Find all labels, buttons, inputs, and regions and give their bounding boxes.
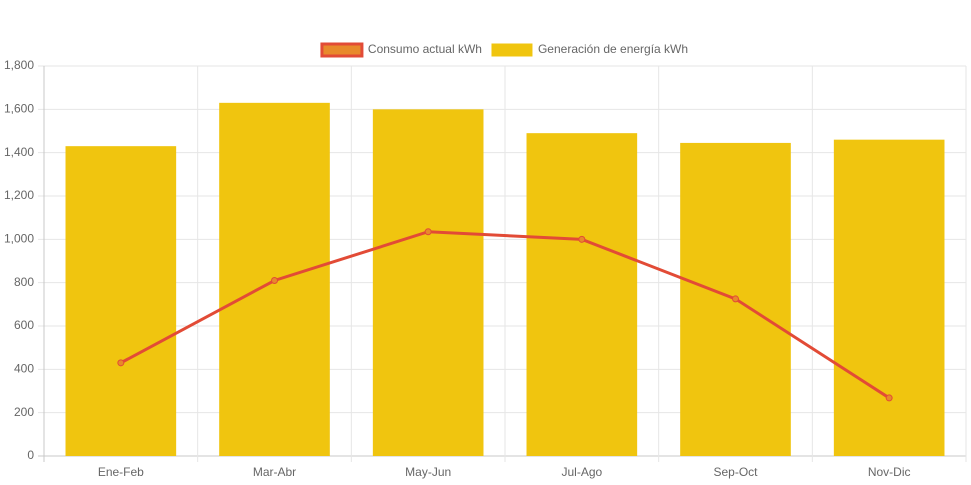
bar	[526, 133, 638, 456]
y-tick-label: 200	[14, 405, 34, 419]
y-tick-label: 400	[14, 362, 34, 376]
y-tick-label: 1,200	[4, 188, 34, 202]
x-tick-label: Mar-Abr	[253, 465, 296, 479]
point	[271, 277, 278, 284]
legend-swatch	[320, 42, 364, 58]
bar	[372, 109, 484, 456]
x-tick-label: May-Jun	[405, 465, 451, 479]
y-tick-label: 800	[14, 275, 34, 289]
x-tick-label: Ene-Feb	[98, 465, 144, 479]
y-tick-label: 600	[14, 318, 34, 332]
x-tick-label: Nov-Dic	[868, 465, 911, 479]
legend-label: Consumo actual kWh	[368, 42, 482, 56]
y-tick-label: 1,800	[4, 58, 34, 72]
x-tick-label: Sep-Oct	[713, 465, 758, 479]
legend-label: Generación de energía kWh	[538, 42, 688, 56]
line	[120, 230, 890, 400]
point	[117, 359, 125, 367]
point	[424, 228, 432, 236]
bar	[65, 146, 177, 456]
y-tick-label: 1,400	[4, 145, 34, 159]
y-tick-label: 0	[27, 448, 34, 462]
x-tick-label: Jul-Ago	[561, 465, 602, 479]
y-tick-label: 1,600	[4, 102, 34, 116]
point	[578, 235, 586, 243]
legend-swatch	[491, 43, 533, 57]
point	[732, 295, 739, 303]
bar	[833, 139, 945, 456]
point	[885, 394, 893, 402]
y-tick-label: 1,000	[4, 232, 34, 246]
